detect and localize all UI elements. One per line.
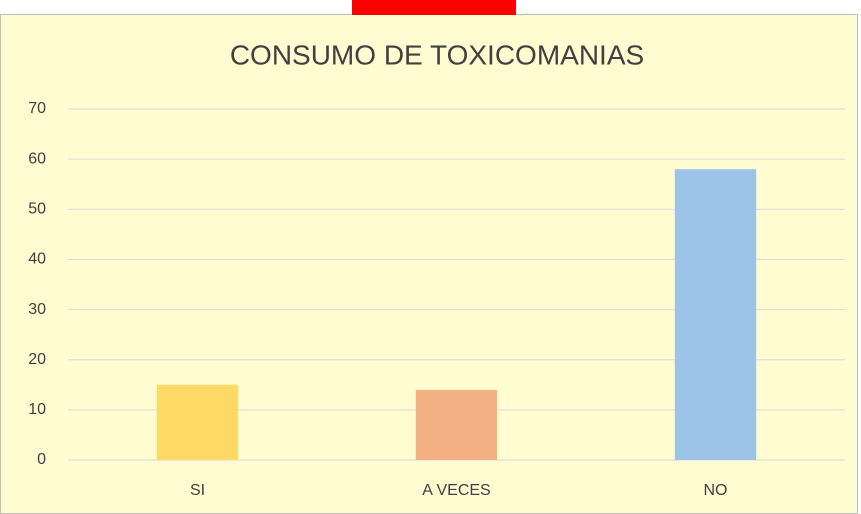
y-tick-label: 50 xyxy=(28,201,46,218)
y-tick-label: 70 xyxy=(28,100,46,117)
x-tick-label: NO xyxy=(704,482,728,499)
bar xyxy=(674,169,757,460)
y-tick-label: 30 xyxy=(28,301,46,318)
bar xyxy=(156,384,239,460)
x-tick-label: A VECES xyxy=(422,482,490,499)
chart-title: CONSUMO DE TOXICOMANIAS xyxy=(230,39,644,70)
bar xyxy=(415,389,498,460)
y-tick-label: 10 xyxy=(28,401,46,418)
y-tick-label: 20 xyxy=(28,351,46,368)
y-tick-label: 0 xyxy=(37,451,46,468)
y-tick-label: 40 xyxy=(28,251,46,268)
header-box xyxy=(352,0,516,15)
x-tick-label: SI xyxy=(190,482,205,499)
y-tick-label: 60 xyxy=(28,150,46,167)
